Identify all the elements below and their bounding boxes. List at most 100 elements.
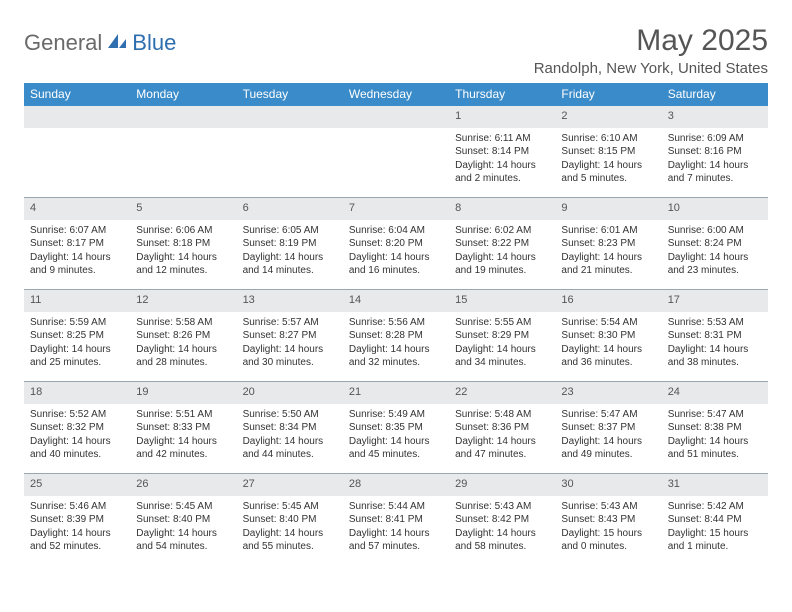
day-body: Sunrise: 6:09 AMSunset: 8:16 PMDaylight:… [662, 128, 768, 188]
sunrise-line: Sunrise: 6:05 AM [243, 224, 337, 238]
sunrise-line: Sunrise: 5:50 AM [243, 408, 337, 422]
calendar-cell: 10Sunrise: 6:00 AMSunset: 8:24 PMDayligh… [662, 198, 768, 290]
day-body: Sunrise: 6:02 AMSunset: 8:22 PMDaylight:… [449, 220, 555, 280]
calendar-cell: 11Sunrise: 5:59 AMSunset: 8:25 PMDayligh… [24, 290, 130, 382]
calendar-cell: 27Sunrise: 5:45 AMSunset: 8:40 PMDayligh… [237, 474, 343, 566]
daylight-line: Daylight: 14 hours and 52 minutes. [30, 527, 124, 554]
sunset-line: Sunset: 8:40 PM [136, 513, 230, 527]
calendar-cell: 2Sunrise: 6:10 AMSunset: 8:15 PMDaylight… [555, 106, 661, 198]
sunset-line: Sunset: 8:44 PM [668, 513, 762, 527]
day-header-row: SundayMondayTuesdayWednesdayThursdayFrid… [24, 83, 768, 106]
sunrise-line: Sunrise: 5:56 AM [349, 316, 443, 330]
sunrise-line: Sunrise: 6:02 AM [455, 224, 549, 238]
sunset-line: Sunset: 8:37 PM [561, 421, 655, 435]
daylight-line: Daylight: 14 hours and 49 minutes. [561, 435, 655, 462]
sunset-line: Sunset: 8:30 PM [561, 329, 655, 343]
calendar-cell: 7Sunrise: 6:04 AMSunset: 8:20 PMDaylight… [343, 198, 449, 290]
day-header: Thursday [449, 83, 555, 106]
calendar-row: 4Sunrise: 6:07 AMSunset: 8:17 PMDaylight… [24, 198, 768, 290]
daylight-line: Daylight: 14 hours and 16 minutes. [349, 251, 443, 278]
day-number: 12 [130, 290, 236, 312]
daylight-line: Daylight: 14 hours and 2 minutes. [455, 159, 549, 186]
sunrise-line: Sunrise: 6:11 AM [455, 132, 549, 146]
daylight-line: Daylight: 14 hours and 9 minutes. [30, 251, 124, 278]
day-body: Sunrise: 5:45 AMSunset: 8:40 PMDaylight:… [237, 496, 343, 556]
day-number: 11 [24, 290, 130, 312]
day-number: 29 [449, 474, 555, 496]
sunset-line: Sunset: 8:41 PM [349, 513, 443, 527]
calendar-row: 25Sunrise: 5:46 AMSunset: 8:39 PMDayligh… [24, 474, 768, 566]
day-number: 16 [555, 290, 661, 312]
day-header: Saturday [662, 83, 768, 106]
day-body: Sunrise: 5:47 AMSunset: 8:37 PMDaylight:… [555, 404, 661, 464]
day-body: Sunrise: 5:57 AMSunset: 8:27 PMDaylight:… [237, 312, 343, 372]
sunrise-line: Sunrise: 6:10 AM [561, 132, 655, 146]
calendar-cell-empty [343, 106, 449, 198]
calendar-cell-empty [130, 106, 236, 198]
day-number-empty [130, 106, 236, 128]
sunset-line: Sunset: 8:22 PM [455, 237, 549, 251]
sunset-line: Sunset: 8:33 PM [136, 421, 230, 435]
day-number: 19 [130, 382, 236, 404]
sunrise-line: Sunrise: 5:49 AM [349, 408, 443, 422]
calendar-cell: 18Sunrise: 5:52 AMSunset: 8:32 PMDayligh… [24, 382, 130, 474]
sunset-line: Sunset: 8:29 PM [455, 329, 549, 343]
sunrise-line: Sunrise: 5:48 AM [455, 408, 549, 422]
day-number: 24 [662, 382, 768, 404]
sunrise-line: Sunrise: 5:58 AM [136, 316, 230, 330]
day-number: 17 [662, 290, 768, 312]
sunset-line: Sunset: 8:35 PM [349, 421, 443, 435]
calendar-cell: 5Sunrise: 6:06 AMSunset: 8:18 PMDaylight… [130, 198, 236, 290]
daylight-line: Daylight: 14 hours and 21 minutes. [561, 251, 655, 278]
calendar-table: SundayMondayTuesdayWednesdayThursdayFrid… [24, 83, 768, 566]
calendar-cell-empty [24, 106, 130, 198]
daylight-line: Daylight: 14 hours and 30 minutes. [243, 343, 337, 370]
daylight-line: Daylight: 14 hours and 51 minutes. [668, 435, 762, 462]
sunrise-line: Sunrise: 5:42 AM [668, 500, 762, 514]
sunrise-line: Sunrise: 5:59 AM [30, 316, 124, 330]
day-body: Sunrise: 6:10 AMSunset: 8:15 PMDaylight:… [555, 128, 661, 188]
day-number: 2 [555, 106, 661, 128]
day-body: Sunrise: 5:47 AMSunset: 8:38 PMDaylight:… [662, 404, 768, 464]
daylight-line: Daylight: 14 hours and 12 minutes. [136, 251, 230, 278]
sunset-line: Sunset: 8:23 PM [561, 237, 655, 251]
sunset-line: Sunset: 8:38 PM [668, 421, 762, 435]
calendar-cell: 8Sunrise: 6:02 AMSunset: 8:22 PMDaylight… [449, 198, 555, 290]
location-label: Randolph, New York, United States [534, 60, 768, 77]
day-number: 7 [343, 198, 449, 220]
page-header: General Blue May 2025 Randolph, New York… [24, 24, 768, 77]
day-number: 21 [343, 382, 449, 404]
daylight-line: Daylight: 14 hours and 36 minutes. [561, 343, 655, 370]
day-number: 27 [237, 474, 343, 496]
calendar-cell: 24Sunrise: 5:47 AMSunset: 8:38 PMDayligh… [662, 382, 768, 474]
day-body: Sunrise: 5:46 AMSunset: 8:39 PMDaylight:… [24, 496, 130, 556]
daylight-line: Daylight: 14 hours and 19 minutes. [455, 251, 549, 278]
calendar-cell: 15Sunrise: 5:55 AMSunset: 8:29 PMDayligh… [449, 290, 555, 382]
calendar-cell: 26Sunrise: 5:45 AMSunset: 8:40 PMDayligh… [130, 474, 236, 566]
day-body: Sunrise: 5:43 AMSunset: 8:42 PMDaylight:… [449, 496, 555, 556]
sunrise-line: Sunrise: 6:01 AM [561, 224, 655, 238]
day-number: 30 [555, 474, 661, 496]
sunset-line: Sunset: 8:18 PM [136, 237, 230, 251]
day-number: 3 [662, 106, 768, 128]
day-header: Tuesday [237, 83, 343, 106]
calendar-body: 1Sunrise: 6:11 AMSunset: 8:14 PMDaylight… [24, 106, 768, 566]
day-body: Sunrise: 6:01 AMSunset: 8:23 PMDaylight:… [555, 220, 661, 280]
sunrise-line: Sunrise: 5:45 AM [243, 500, 337, 514]
calendar-cell: 17Sunrise: 5:53 AMSunset: 8:31 PMDayligh… [662, 290, 768, 382]
day-body: Sunrise: 5:45 AMSunset: 8:40 PMDaylight:… [130, 496, 236, 556]
day-number-empty [343, 106, 449, 128]
day-body: Sunrise: 5:54 AMSunset: 8:30 PMDaylight:… [555, 312, 661, 372]
calendar-cell: 13Sunrise: 5:57 AMSunset: 8:27 PMDayligh… [237, 290, 343, 382]
daylight-line: Daylight: 14 hours and 5 minutes. [561, 159, 655, 186]
sunrise-line: Sunrise: 6:04 AM [349, 224, 443, 238]
sunset-line: Sunset: 8:39 PM [30, 513, 124, 527]
calendar-row: 1Sunrise: 6:11 AMSunset: 8:14 PMDaylight… [24, 106, 768, 198]
calendar-cell: 23Sunrise: 5:47 AMSunset: 8:37 PMDayligh… [555, 382, 661, 474]
day-body: Sunrise: 6:06 AMSunset: 8:18 PMDaylight:… [130, 220, 236, 280]
sunset-line: Sunset: 8:28 PM [349, 329, 443, 343]
day-header: Monday [130, 83, 236, 106]
calendar-cell: 20Sunrise: 5:50 AMSunset: 8:34 PMDayligh… [237, 382, 343, 474]
sunrise-line: Sunrise: 5:47 AM [561, 408, 655, 422]
day-number: 4 [24, 198, 130, 220]
